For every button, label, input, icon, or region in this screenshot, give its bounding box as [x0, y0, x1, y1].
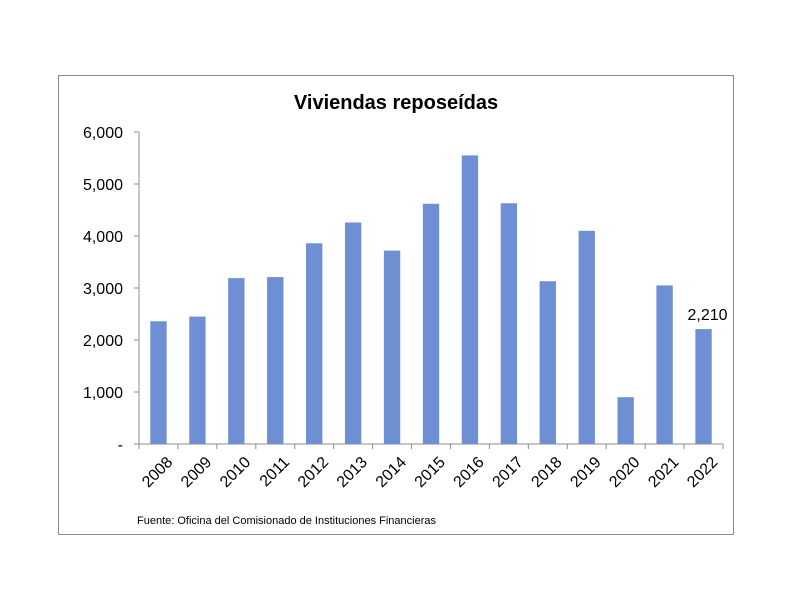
bar-2019 [578, 230, 595, 444]
bar-2011 [267, 277, 284, 444]
x-tick-label: 2013 [334, 454, 371, 491]
source-note: Fuente: Oficina del Comisionado de Insti… [137, 515, 436, 527]
bar-2017 [500, 203, 518, 444]
bar-2020 [617, 397, 634, 444]
y-tick-label: 5,000 [83, 177, 123, 194]
bar-2021 [656, 285, 673, 444]
x-tick-label: 2015 [412, 454, 449, 491]
x-tick-label: 2014 [373, 454, 410, 491]
data-label-2022: 2,210 [688, 307, 728, 324]
x-tick-label: 2021 [645, 454, 682, 491]
x-tick-label: 2016 [451, 454, 488, 491]
chart-frame: Viviendas reposeídas - 1,000 2,000 3,000 4,0… [58, 75, 734, 535]
y-tick-label: 3,000 [83, 281, 123, 298]
bar-2022 [695, 329, 712, 444]
y-tick-label: 4,000 [83, 229, 123, 246]
x-tick-label: 2018 [528, 454, 565, 491]
bar-2016 [461, 155, 479, 444]
bar-2010 [228, 278, 245, 444]
chart-title: Viviendas reposeídas [294, 92, 498, 114]
x-tick-label: 2020 [606, 454, 643, 491]
x-tick-label: 2022 [684, 454, 721, 491]
y-tick-label: 1,000 [83, 385, 123, 402]
x-tick-label: 2019 [567, 454, 604, 491]
bar-chart: Viviendas reposeídas - 1,000 2,000 3,000 4,0… [83, 92, 728, 527]
x-axis: 2008 2009 2010 2011 2012 2013 2014 2015 2016 2017… [138, 443, 724, 491]
y-tick-label: - [118, 437, 123, 454]
x-tick-label: 2017 [490, 454, 527, 491]
x-tick-label: 2010 [217, 454, 254, 491]
bar-2012 [306, 243, 323, 444]
bar-2015 [422, 203, 440, 444]
data-labels: 2,210 [688, 307, 728, 324]
x-tick-label: 2009 [178, 454, 215, 491]
bar-2013 [344, 222, 362, 444]
x-tick-label: 2011 [257, 454, 293, 490]
bar-2018 [539, 281, 556, 444]
y-tick-label: 6,000 [83, 125, 123, 142]
x-tick-label: 2008 [139, 454, 176, 491]
y-axis: - 1,000 2,000 3,000 4,000 5,000 6,000 [83, 125, 140, 454]
bars [150, 155, 712, 444]
bar-2014 [383, 250, 401, 444]
bar-2008 [150, 321, 167, 444]
x-tick-label: 2012 [295, 454, 332, 491]
bar-2009 [189, 316, 206, 444]
y-tick-label: 2,000 [83, 333, 123, 350]
